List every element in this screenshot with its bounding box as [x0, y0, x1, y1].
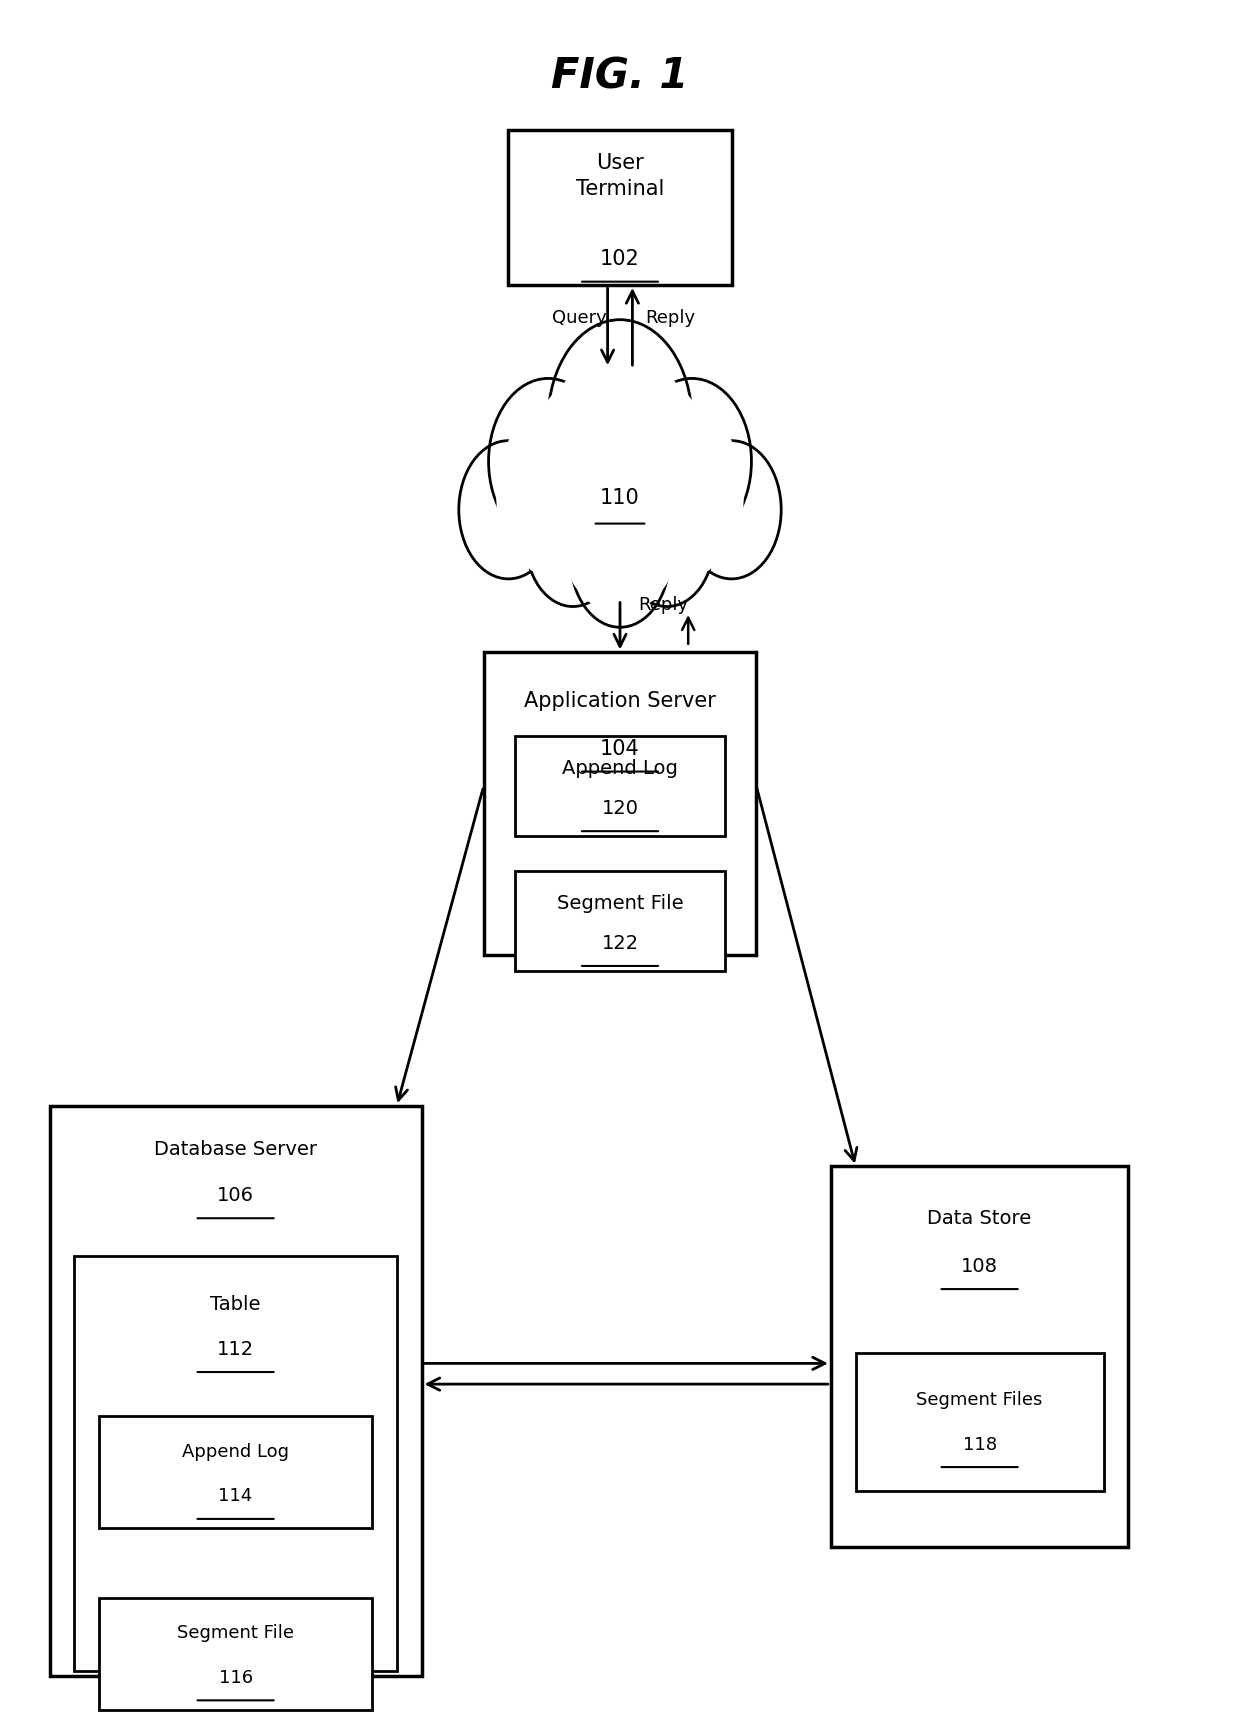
Bar	[74, 1256, 397, 1671]
Text: 116: 116	[218, 1669, 253, 1687]
Text: 118: 118	[962, 1436, 997, 1453]
Bar	[831, 1166, 1128, 1547]
Text: Segment File: Segment File	[177, 1624, 294, 1642]
Text: 110: 110	[600, 487, 640, 508]
Circle shape	[620, 475, 714, 607]
Text: 112: 112	[217, 1341, 254, 1358]
Bar	[99, 1417, 372, 1529]
Text: 122: 122	[601, 935, 639, 952]
Bar	[515, 871, 725, 971]
Text: FIG. 1: FIG. 1	[552, 55, 688, 97]
Text: Segment Files: Segment Files	[916, 1391, 1043, 1408]
Text: 104: 104	[600, 740, 640, 759]
Circle shape	[632, 378, 751, 544]
Bar	[515, 736, 725, 836]
Text: 120: 120	[601, 800, 639, 817]
Circle shape	[526, 475, 620, 607]
Text: User
Terminal: User Terminal	[575, 154, 665, 199]
Text: Data Store: Data Store	[928, 1210, 1032, 1227]
Text: 114: 114	[218, 1488, 253, 1505]
Text: 102: 102	[600, 249, 640, 270]
Text: Segment File: Segment File	[557, 895, 683, 912]
Text: 108: 108	[961, 1258, 998, 1275]
Text: Append Log: Append Log	[562, 760, 678, 778]
Circle shape	[558, 441, 682, 613]
Bar	[484, 651, 756, 954]
Text: Query: Query	[552, 309, 606, 327]
Text: Reply: Reply	[645, 309, 694, 327]
Circle shape	[548, 320, 692, 520]
Bar	[99, 1597, 372, 1711]
Text: 106: 106	[217, 1187, 254, 1204]
Circle shape	[682, 441, 781, 579]
Text: Database Server: Database Server	[154, 1140, 317, 1158]
Bar	[50, 1106, 422, 1676]
Text: Table: Table	[211, 1296, 260, 1313]
Circle shape	[533, 354, 707, 596]
Circle shape	[533, 380, 632, 518]
Circle shape	[608, 380, 707, 518]
Circle shape	[489, 378, 608, 544]
Circle shape	[570, 489, 670, 627]
Circle shape	[496, 406, 620, 579]
Circle shape	[620, 406, 744, 579]
Bar	[508, 130, 732, 285]
Bar	[856, 1353, 1104, 1491]
Text: Append Log: Append Log	[182, 1443, 289, 1460]
Text: Reply: Reply	[639, 596, 688, 613]
Text: Application Server: Application Server	[525, 691, 715, 710]
Circle shape	[459, 441, 558, 579]
